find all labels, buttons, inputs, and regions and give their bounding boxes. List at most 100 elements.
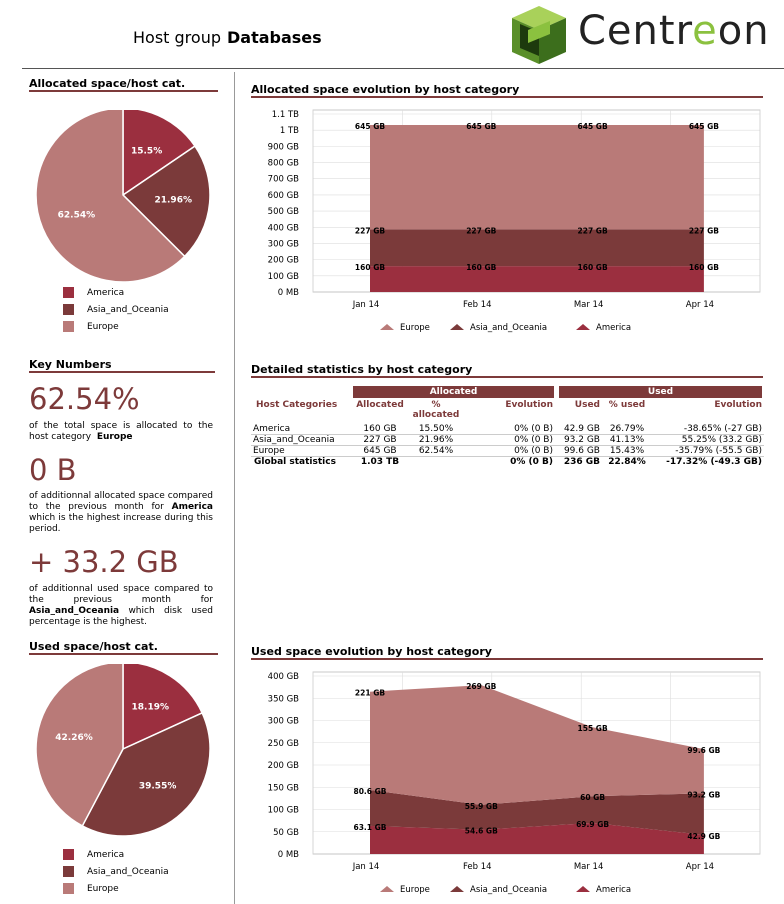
stats-cell: 236 GB xyxy=(563,457,600,467)
x-tick-label: Mar 14 xyxy=(574,862,604,872)
data-label: 55.9 GB xyxy=(465,802,498,811)
allocated-pie-title-underline xyxy=(29,90,218,92)
pie-slice-asia_and_oceania xyxy=(121,145,211,258)
y-tick-label: 400 GB xyxy=(268,672,300,682)
data-label: 221 GB xyxy=(355,689,385,698)
stats-cell xyxy=(409,457,463,468)
stats-row: Europe 645 GB 62.54% 0% (0 B) 99.6 GB 15.43% -… xyxy=(251,446,764,457)
pie-slice-label: 21.96% xyxy=(154,196,192,206)
key-number-2-text: of additionnal allocated space compared … xyxy=(29,491,213,534)
data-label: 93.2 GB xyxy=(687,790,720,799)
key-numbers-underline xyxy=(29,371,215,373)
used-pie-title-underline xyxy=(29,653,218,655)
data-label: 69.9 GB xyxy=(576,820,609,829)
data-label: 80.6 GB xyxy=(354,787,387,796)
data-label: 63.1 GB xyxy=(354,823,387,832)
y-tick-label: 0 MB xyxy=(278,288,299,298)
used-evolution-chart: 0 MB 50 GB 100 GB 150 GB 200 GB 250 GB 300 GB 3… xyxy=(268,671,761,895)
legend-swatch xyxy=(63,304,74,315)
title-prefix: Host group xyxy=(133,28,221,47)
data-label: 160 GB xyxy=(578,263,608,272)
stats-cell: Europe xyxy=(253,446,285,456)
header-cell: Allocated xyxy=(356,400,404,410)
stats-group-used: Used xyxy=(559,386,762,398)
data-label: 227 GB xyxy=(355,226,385,235)
x-tick-label: Mar 14 xyxy=(574,300,604,310)
data-label: 54.6 GB xyxy=(465,827,498,836)
y-tick-label: 900 GB xyxy=(268,142,300,152)
legend-swatch xyxy=(63,287,74,298)
y-tick-label: 1 TB xyxy=(280,126,299,136)
legend-swatch xyxy=(63,883,74,894)
pie-slice-label: 42.26% xyxy=(55,733,93,743)
x-tick-label: Apr 14 xyxy=(686,862,714,872)
stats-cell: 0% (0 B) xyxy=(514,435,553,445)
x-tick-label: Apr 14 xyxy=(686,300,714,310)
stats-title: Detailed statistics by host category xyxy=(251,363,473,376)
key-number-3-text: of additionnal used space compared to th… xyxy=(29,584,213,627)
data-label: 42.9 GB xyxy=(687,832,720,841)
legend-label: Asia_and_Oceania xyxy=(470,885,547,895)
data-label: 645 GB xyxy=(689,122,719,131)
data-label: 60 GB xyxy=(580,793,605,802)
stats-group-allocated: Allocated xyxy=(353,386,554,398)
y-tick-label: 50 GB xyxy=(273,828,299,838)
alloc-evolution-underline xyxy=(251,96,763,98)
area-series-asia_and_oceania xyxy=(370,790,704,835)
stats-row: Asia_and_Oceania 227 GB 21.96% 0% (0 B) 93.2… xyxy=(251,435,764,446)
y-tick-label: 200 GB xyxy=(268,256,300,266)
stats-cell: 0% (0 B) xyxy=(514,424,553,434)
y-tick-label: 250 GB xyxy=(268,739,300,749)
key-number-1-text: of the total space is allocated to the h… xyxy=(29,421,213,442)
alloc-evolution-title: Allocated space evolution by host catego… xyxy=(251,83,520,96)
used-pie-title: Used space/host cat. xyxy=(29,640,158,653)
stats-cell: 1.03 TB xyxy=(360,457,400,467)
data-label: 160 GB xyxy=(466,263,496,272)
stats-cell: -38.65% (-27 GB) xyxy=(683,424,762,434)
y-tick-label: 300 GB xyxy=(268,717,300,727)
x-tick-label: Feb 14 xyxy=(463,862,492,872)
y-tick-label: 350 GB xyxy=(268,694,300,704)
legend-swatch xyxy=(63,849,74,860)
header-cell: % used xyxy=(608,400,646,410)
data-label: 160 GB xyxy=(355,263,385,272)
data-label: 645 GB xyxy=(355,122,385,131)
column-divider xyxy=(234,72,235,904)
stats-cell: 99.6 GB xyxy=(563,446,600,456)
stats-cell: 26.79% xyxy=(609,424,645,434)
legend-item-asia: Asia_and_Oceania xyxy=(63,301,169,318)
stats-cell: America xyxy=(253,424,291,434)
logo-text: Centreon xyxy=(578,8,770,54)
y-tick-label: 700 GB xyxy=(268,175,300,185)
used-pie-chart: 18.19% 39.55% 42.26% xyxy=(35,664,211,837)
stats-cell: Asia_and_Oceania xyxy=(253,435,335,445)
stats-cell: 55.25% (33.2 GB) xyxy=(681,435,762,445)
legend-marker-icon xyxy=(380,324,394,330)
y-tick-label: 0 MB xyxy=(278,850,299,860)
y-tick-label: 600 GB xyxy=(268,191,300,201)
data-label: 160 GB xyxy=(689,263,719,272)
legend-marker-icon xyxy=(450,324,464,330)
legend-label: Europe xyxy=(400,323,430,333)
centreon-logo: Centreon xyxy=(506,4,776,66)
stats-table: Host Categories Allocated % allocated Ev… xyxy=(251,400,764,467)
y-tick-label: 100 GB xyxy=(268,806,300,816)
y-tick-label: 150 GB xyxy=(268,783,300,793)
y-tick-label: 300 GB xyxy=(268,239,300,249)
y-tick-label: 100 GB xyxy=(268,272,300,282)
legend-marker-icon xyxy=(380,886,394,892)
y-tick-label: 400 GB xyxy=(268,223,300,233)
header-cell: Host Categories xyxy=(256,400,338,410)
stats-cell: 62.54% xyxy=(418,446,454,456)
legend-marker-icon xyxy=(450,886,464,892)
header-cell: Evolution xyxy=(714,400,762,410)
key-number-3-value: + 33.2 GB xyxy=(29,545,179,579)
pie-slice-label: 62.54% xyxy=(58,210,96,220)
y-tick-label: 800 GB xyxy=(268,159,300,169)
pie-slice-label: 39.55% xyxy=(139,782,177,792)
y-tick-label: 200 GB xyxy=(268,761,300,771)
stats-cell: 645 GB xyxy=(363,446,397,456)
stats-cell: 15.50% xyxy=(418,424,454,434)
stats-cell: 227 GB xyxy=(363,435,397,445)
used-pie-legend: America Asia_and_Oceania Europe xyxy=(63,846,169,897)
